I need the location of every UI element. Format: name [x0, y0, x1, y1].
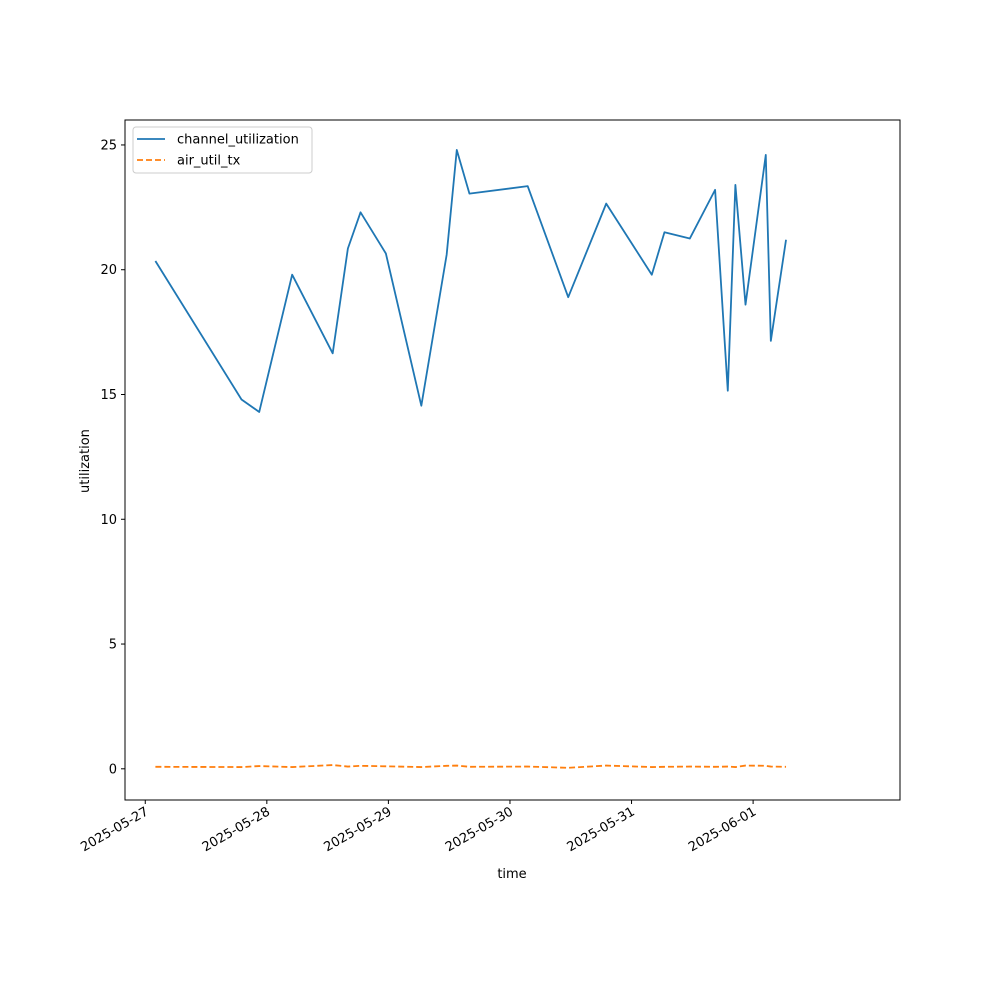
y-tick-label-1: 5 — [109, 638, 117, 653]
y-tick-label-5: 25 — [100, 138, 117, 153]
series-layer — [154, 149, 787, 769]
y-axis: 0 5 10 15 20 25 — [100, 138, 125, 777]
y-tick-label-0: 0 — [109, 762, 117, 777]
legend-box — [132, 126, 313, 174]
y-tick-label-4: 20 — [100, 263, 117, 278]
x-axis-label: time — [497, 867, 526, 882]
series-line-air_util_tx — [155, 764, 787, 769]
legend-label-air_util_tx: air_util_tx — [177, 154, 241, 169]
y-tick-label-2: 10 — [100, 513, 117, 528]
legend-label-channel_utilization: channel_utilization — [177, 133, 299, 148]
plot-frame — [124, 119, 901, 801]
series-line-channel_utilization — [154, 149, 787, 413]
y-axis-label: utilization — [78, 429, 93, 493]
legend: channel_utilization air_util_tx — [132, 126, 313, 174]
y-tick-label-3: 15 — [100, 388, 117, 403]
